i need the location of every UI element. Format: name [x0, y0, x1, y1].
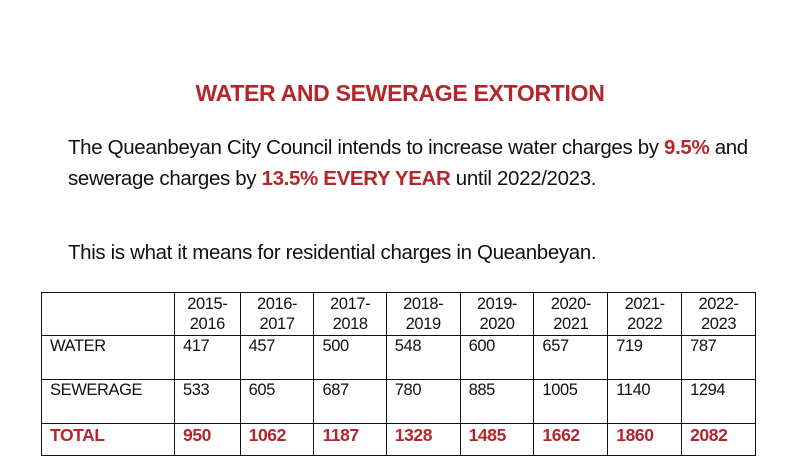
sewer-rate: 13.5% EVERY YEAR: [261, 167, 451, 190]
value-cell: 687: [313, 379, 387, 424]
value-cell: 780: [385, 379, 461, 424]
value-cell: 1140: [607, 379, 683, 424]
header-year-line: 2018-: [403, 295, 444, 313]
header-year-cell: 2015- 2016: [174, 292, 241, 336]
header-year-line: 2016-: [256, 295, 298, 313]
value-cell: 1294: [681, 379, 756, 424]
header-year-line: 2018: [332, 315, 369, 333]
header-year-line: 2017-: [330, 295, 371, 313]
intro-text-2: and sewerage charges by: [68, 136, 748, 190]
value-cell: 417: [174, 335, 241, 380]
table-row: TOTAL 950 1062 1187 1328 1485 1662 1860 2082: [41, 423, 756, 456]
table-header-row: 2015- 2016 2016- 2017 2017- 2018 2018- 2019 2019…: [41, 292, 756, 336]
value-cell: 950: [174, 423, 241, 456]
value-cell: 1062: [239, 423, 315, 456]
header-year-cell: 2019- 2020: [459, 292, 535, 336]
header-year-line: 2017: [259, 315, 296, 333]
value-cell: 457: [239, 335, 315, 380]
value-cell: 1662: [533, 423, 609, 456]
row-label: WATER: [41, 335, 175, 380]
header-year-line: 2016: [189, 315, 226, 333]
header-year-cell: 2022- 2023: [681, 292, 756, 336]
header-year-line: 2020: [479, 315, 515, 333]
header-year-line: 2023: [700, 315, 737, 333]
value-cell: 657: [533, 335, 609, 380]
header-year-line: 2019: [405, 315, 442, 333]
header-year-cell: 2016- 2017: [239, 292, 315, 336]
value-cell: 1485: [459, 423, 535, 456]
intro-text-3: until 2022/2023.: [450, 167, 597, 190]
row-label: SEWERAGE: [41, 379, 175, 424]
header-year-cell: 2018- 2019: [385, 292, 461, 336]
table-intro: This is what it means for residential ch…: [68, 241, 597, 264]
header-year-line: 2019-: [476, 295, 518, 313]
water-rate: 9.5%: [664, 136, 710, 159]
page-title: WATER AND SEWERAGE EXTORTION: [195, 80, 605, 106]
header-year-cell: 2021- 2022: [607, 292, 683, 336]
intro-text-1: The Queanbeyan City Council intends to i…: [68, 136, 665, 159]
value-cell: 1187: [313, 423, 387, 456]
row-label: TOTAL: [41, 423, 175, 456]
table-row: WATER 417 457 500 548 600 657 719 787: [41, 335, 756, 380]
header-year-line: 2021-: [624, 295, 666, 313]
charges-table: 2015- 2016 2016- 2017 2017- 2018 2018- 2019 2019…: [41, 292, 756, 456]
table-row: SEWERAGE 533 605 687 780 885 1005 1140 1294: [41, 379, 756, 424]
header-year-cell: 2017- 2018: [313, 292, 387, 336]
header-year-line: 2020-: [550, 295, 592, 313]
value-cell: 787: [681, 335, 756, 380]
value-cell: 1328: [385, 423, 461, 456]
value-cell: 500: [313, 335, 387, 380]
header-empty-cell: [41, 292, 175, 336]
value-cell: 600: [459, 335, 535, 380]
header-year-line: 2015-: [187, 295, 228, 313]
value-cell: 1005: [533, 379, 609, 424]
value-cell: 605: [239, 379, 315, 424]
intro-paragraph: The Queanbeyan City Council intends to i…: [68, 132, 768, 194]
value-cell: 885: [459, 379, 535, 424]
value-cell: 1860: [607, 423, 683, 456]
header-year-cell: 2020- 2021: [533, 292, 609, 336]
header-year-line: 2022: [627, 315, 663, 333]
header-year-line: 2022-: [698, 295, 739, 313]
value-cell: 2082: [681, 423, 756, 456]
value-cell: 719: [607, 335, 683, 380]
value-cell: 548: [385, 335, 461, 380]
header-year-line: 2021: [553, 315, 589, 333]
value-cell: 533: [174, 379, 241, 424]
